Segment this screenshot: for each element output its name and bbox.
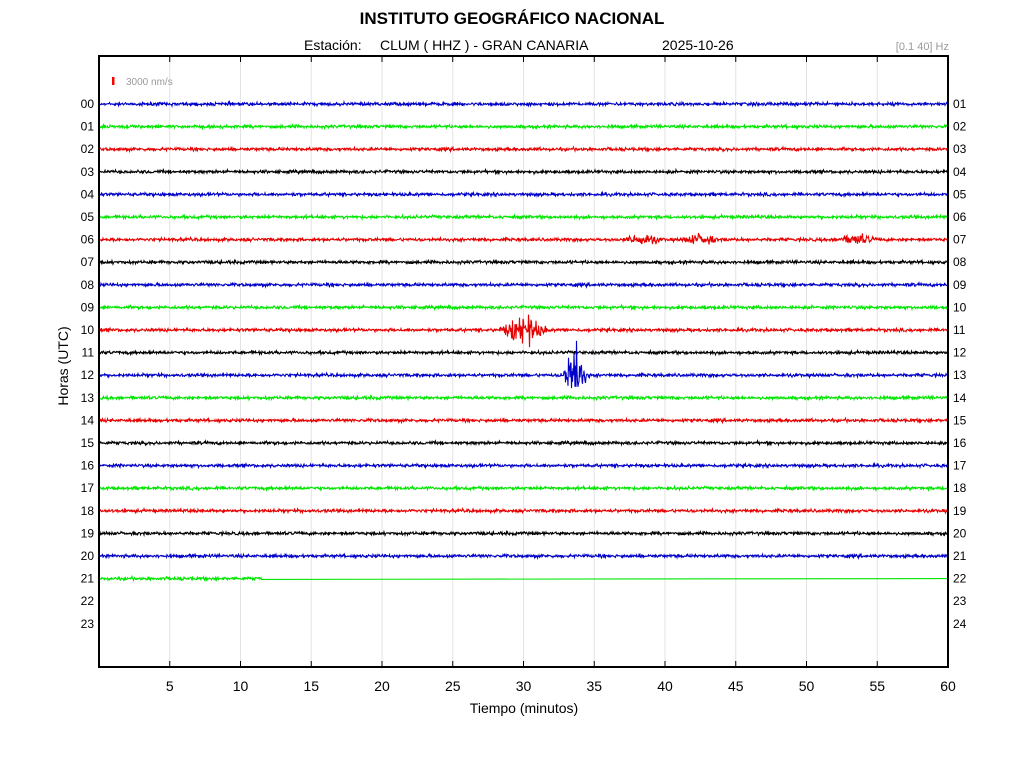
hour-label-left: 05 (81, 210, 95, 224)
hour-label-left: 19 (81, 526, 95, 540)
trace-hour-02 (98, 145, 949, 154)
hour-label-right: 13 (953, 368, 967, 382)
hour-label-right: 05 (953, 187, 967, 201)
hour-label-right: 09 (953, 278, 967, 292)
trace-hour-09 (98, 303, 949, 312)
hour-label-left: 07 (81, 255, 95, 269)
hour-label-right: 23 (953, 594, 967, 608)
hour-label-right: 07 (953, 233, 967, 247)
x-tick-label: 60 (940, 678, 956, 694)
hour-label-left: 18 (81, 504, 95, 518)
hour-label-right: 01 (953, 97, 967, 111)
hour-label-right: 24 (953, 617, 967, 631)
hour-label-left: 01 (81, 120, 95, 134)
hour-label-left: 03 (81, 165, 95, 179)
hour-label-right: 04 (953, 165, 967, 179)
hour-label-right: 12 (953, 346, 967, 360)
hour-label-right: 17 (953, 459, 967, 473)
x-tick-label: 55 (869, 678, 885, 694)
hour-label-left: 15 (81, 436, 95, 450)
x-tick-label: 15 (303, 678, 319, 694)
plot-frame (98, 55, 949, 668)
trace-hour-03 (98, 167, 949, 176)
hour-label-left: 21 (81, 572, 95, 586)
filter-band: [0.1 40] Hz (895, 41, 949, 53)
hour-label-left: 14 (81, 413, 95, 427)
hour-label-left: 13 (81, 391, 95, 405)
hour-label-right: 15 (953, 413, 967, 427)
chart-title: INSTITUTO GEOGRÁFICO NACIONAL (359, 9, 665, 28)
trace-hour-10 (98, 314, 949, 348)
trace-hour-08 (98, 280, 949, 289)
hour-label-left: 16 (81, 459, 95, 473)
hour-label-right: 02 (953, 120, 967, 134)
x-tick-label: 20 (374, 678, 390, 694)
station-name: CLUM ( HHZ ) - GRAN CANARIA (380, 37, 589, 53)
hour-label-left: 17 (81, 481, 95, 495)
hour-label-left: 08 (81, 278, 95, 292)
hour-label-left: 09 (81, 300, 95, 314)
trace-hour-01 (98, 122, 949, 131)
x-tick-label: 25 (445, 678, 461, 694)
trace-hour-13 (98, 394, 949, 402)
hour-label-right: 14 (953, 391, 967, 405)
trace-hour-05 (98, 212, 949, 221)
hour-label-left: 02 (81, 142, 95, 156)
hour-label-right: 10 (953, 300, 967, 314)
trace-hour-17 (98, 484, 949, 493)
hour-label-left: 04 (81, 187, 95, 201)
trace-hour-15 (98, 438, 949, 447)
station-label: Estación: (304, 37, 362, 53)
x-tick-label: 10 (233, 678, 249, 694)
hour-label-left: 06 (81, 233, 95, 247)
hour-label-right: 06 (953, 210, 967, 224)
trace-hour-19 (98, 529, 949, 538)
hour-label-left: 22 (81, 594, 95, 608)
x-tick-label: 5 (166, 678, 174, 694)
x-axis-label: Tiempo (minutos) (469, 700, 579, 716)
scale-label: 3000 nm/s (126, 77, 173, 88)
trace-hour-18 (98, 506, 949, 515)
hour-label-right: 20 (953, 526, 967, 540)
hour-label-left: 10 (81, 323, 95, 337)
hour-label-right: 19 (953, 504, 967, 518)
hour-label-right: 03 (953, 142, 967, 156)
trace-hour-12 (98, 340, 948, 389)
x-tick-label: 40 (657, 678, 673, 694)
hour-label-right: 22 (953, 572, 967, 586)
hour-label-right: 08 (953, 255, 967, 269)
hour-label-right: 11 (953, 323, 966, 337)
hour-label-left: 00 (81, 97, 95, 111)
scale-bar (112, 77, 115, 85)
hour-label-right: 16 (953, 436, 967, 450)
x-tick-label: 30 (516, 678, 532, 694)
trace-hour-00 (98, 99, 949, 109)
hour-label-right: 21 (953, 549, 967, 563)
record-date: 2025-10-26 (662, 37, 734, 53)
hour-label-left: 20 (81, 549, 95, 563)
x-tick-label: 50 (799, 678, 815, 694)
hour-label-left: 11 (82, 346, 95, 360)
trace-hour-11 (98, 348, 949, 357)
x-tick-label: 35 (586, 678, 602, 694)
trace-hour-14 (98, 416, 949, 425)
x-tick-label: 45 (728, 678, 744, 694)
hour-label-left: 23 (81, 617, 95, 631)
trace-hour-04 (99, 190, 949, 199)
trace-hour-21 (98, 574, 949, 583)
hour-label-right: 18 (953, 481, 967, 495)
trace-hour-06 (98, 232, 949, 245)
trace-hour-20 (98, 552, 949, 561)
trace-hour-16 (98, 461, 949, 470)
hour-label-left: 12 (81, 368, 95, 382)
trace-hour-07 (98, 258, 949, 266)
